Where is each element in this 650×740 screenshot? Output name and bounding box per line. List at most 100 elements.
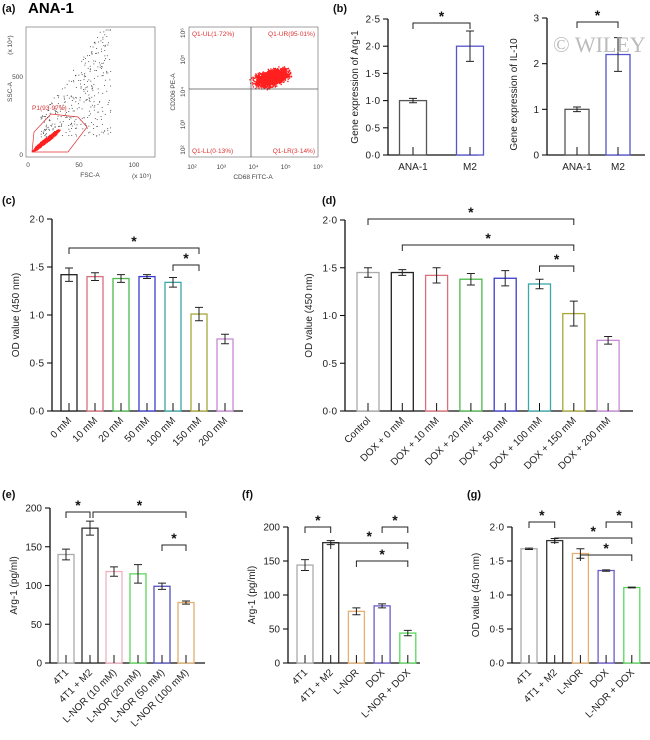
event-dot: [48, 106, 50, 108]
error-bar: [182, 600, 190, 605]
significance-star: *: [367, 528, 373, 544]
event-dot: [257, 83, 259, 86]
event-dot: [272, 83, 274, 86]
event-dot: [50, 104, 52, 106]
event-dot: [63, 95, 65, 97]
event-dot: [63, 101, 65, 103]
x-tick-label: ANA-1: [562, 162, 592, 173]
event-dot: [49, 129, 51, 131]
significance-bracket: [304, 526, 332, 533]
event-dot: [83, 56, 85, 58]
event-dot: [73, 98, 75, 100]
gated-event-dot: [53, 133, 56, 136]
event-dot: [287, 74, 290, 77]
significance-bracket: [330, 542, 409, 549]
event-dot: [42, 132, 44, 134]
event-dot: [100, 40, 102, 42]
event-dot: [51, 125, 53, 127]
significance-bracket: [579, 554, 633, 561]
event-dot: [277, 74, 279, 77]
event-dot: [54, 106, 56, 108]
event-dot: [68, 125, 70, 127]
gated-event-dot: [55, 133, 58, 136]
event-dot: [283, 81, 285, 83]
event-dot: [253, 77, 256, 80]
event-dot: [76, 124, 78, 126]
event-dot: [277, 70, 280, 72]
event-dot: [81, 74, 83, 76]
event-dot: [70, 96, 72, 98]
y-tick-label: 500: [12, 74, 23, 81]
error-bar: [409, 97, 417, 104]
event-dot: [65, 101, 67, 103]
x-tick-label: 4T1: [514, 667, 534, 687]
event-dot: [48, 109, 50, 111]
cd68-cd206-scatter-plot: Q1-UL(1·72%) Q1-UR(95·01%) Q1-LL(0·13%) Q1-…: [170, 26, 323, 181]
bar: [60, 274, 78, 412]
event-dot: [275, 74, 278, 76]
event-dot: [100, 66, 102, 68]
event-dot: [107, 128, 109, 130]
event-dot: [101, 48, 103, 50]
bar: [546, 539, 564, 664]
event-dot: [93, 63, 95, 65]
event-dot: [93, 124, 95, 126]
event-dot: [68, 80, 70, 82]
event-dot: [258, 72, 261, 74]
event-dot: [93, 133, 95, 135]
event-dot: [93, 83, 95, 85]
gated-event-dot: [48, 137, 50, 140]
event-dot: [71, 128, 73, 130]
event-dot: [68, 128, 70, 130]
x-tick-label: Control: [343, 415, 374, 446]
bar: [459, 278, 483, 412]
event-dot: [95, 70, 97, 72]
x-tick-label: 100: [129, 162, 140, 169]
event-dot: [287, 80, 289, 83]
event-dot: [76, 108, 78, 110]
event-dot: [82, 59, 84, 61]
event-dot: [266, 83, 269, 85]
significance-bracket: [172, 264, 200, 271]
x-tick-label: 0: [26, 162, 30, 169]
event-dot: [87, 55, 89, 57]
event-dot: [107, 104, 109, 106]
event-dot: [106, 70, 108, 72]
event-dot: [97, 103, 99, 105]
bar: [597, 569, 615, 664]
x-tick-label: 4T1: [290, 667, 310, 687]
event-dot: [272, 67, 275, 70]
event-dot: [88, 115, 90, 117]
error-bar: [221, 333, 229, 345]
event-dot: [83, 101, 85, 103]
event-dot: [86, 98, 88, 100]
event-dot: [97, 36, 99, 38]
significance-star: *: [591, 523, 597, 539]
event-dot: [268, 82, 271, 84]
significance-star: *: [75, 497, 81, 513]
y-tick-label: 2: [533, 59, 539, 70]
event-dot: [267, 68, 270, 71]
event-dot: [56, 118, 58, 120]
significance-star: *: [171, 530, 177, 546]
event-dot: [60, 125, 62, 127]
error-bar: [627, 586, 636, 589]
y-tick-label: 1·5: [323, 263, 338, 274]
event-dot: [270, 68, 272, 70]
event-dot: [289, 71, 292, 74]
event-dot: [263, 72, 266, 74]
bar: [527, 283, 552, 412]
y-tick-label: 2·0: [366, 42, 381, 53]
event-dot: [91, 86, 93, 88]
event-dot: [45, 125, 47, 127]
event-dot: [51, 123, 53, 125]
event-dot: [94, 60, 96, 62]
event-dot: [100, 68, 102, 70]
event-dot: [99, 66, 101, 68]
y-tick-label: 1·5: [490, 557, 505, 568]
event-dot: [90, 106, 92, 108]
bar: [596, 339, 620, 412]
event-dot: [262, 77, 265, 80]
event-dot: [287, 71, 290, 73]
event-dot: [89, 71, 91, 73]
